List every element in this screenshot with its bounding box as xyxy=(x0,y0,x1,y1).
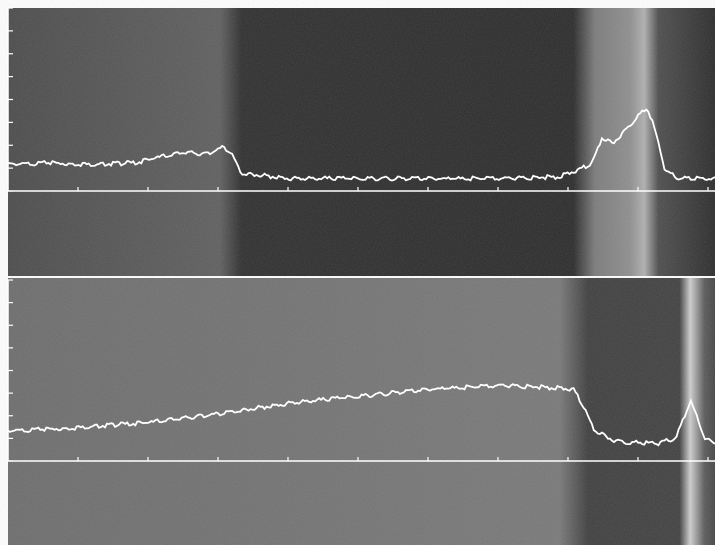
bottom-x-ticks xyxy=(77,457,709,461)
bottom-density-trace xyxy=(7,383,715,447)
top-x-ticks xyxy=(77,187,709,191)
top-density-trace xyxy=(7,108,715,182)
top-y-ticks xyxy=(8,7,13,192)
bottom-y-ticks xyxy=(8,279,13,462)
film-grain xyxy=(8,8,715,545)
